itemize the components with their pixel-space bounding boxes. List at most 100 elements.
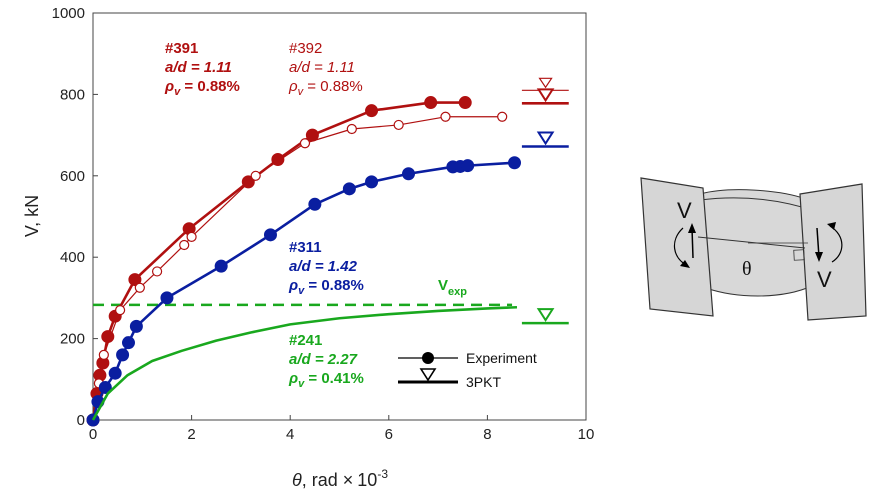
y-axis-label: V, kN [22, 195, 42, 237]
x-axis-label-exp: -3 [377, 467, 388, 481]
data-point-391 [365, 104, 379, 118]
annotation-311-rho-val: = 0.88% [304, 277, 364, 294]
annotation-391-ad: a/d = 1.11 [165, 59, 232, 76]
diagram-left-moment-arrowhead [680, 260, 690, 268]
data-point-311 [402, 167, 416, 181]
annotation-392-rho: ρv = 0.88% [288, 78, 363, 98]
annotation-241-label: #241 [289, 332, 322, 349]
data-point-311 [121, 336, 135, 350]
annotation-241-rho-sub: v [298, 378, 305, 390]
diagram-left-shear-arrowhead [688, 223, 696, 233]
annotation-311-ad: a/d = 1.42 [289, 258, 358, 275]
annotation-311: #311 a/d = 1.42 ρv = 0.88% [288, 239, 364, 297]
legend-3pkt-marker [419, 368, 437, 382]
diagram-right-block [799, 183, 867, 321]
x-axis-label-var: θ [292, 470, 302, 490]
diagram-right-shear-arrowhead [815, 252, 823, 262]
data-point-392 [115, 305, 126, 316]
data-point-391 [458, 96, 472, 110]
pkt-triangle-391 [536, 88, 555, 103]
series-layer [86, 96, 522, 427]
annotation-241-rho: ρv = 0.41% [288, 370, 364, 390]
diagram-right-v-label: V [817, 267, 832, 292]
data-point-391 [128, 273, 142, 287]
legend: Experiment 3PKT [398, 350, 537, 390]
annotation-392: #392 a/d = 1.11 ρv = 0.88% [288, 40, 363, 98]
axis-ticks: 0 2 4 6 8 10 0 200 400 600 800 1000 [52, 5, 595, 443]
plot-frame [92, 12, 587, 421]
diagram-left-v-label: V [677, 198, 692, 223]
legend-3pkt-label: 3PKT [466, 374, 501, 390]
x-tick-label: 6 [385, 426, 393, 443]
legend-experiment-marker [422, 352, 434, 364]
data-point-392 [440, 111, 451, 122]
diagram-right-moment-arrowhead [827, 222, 836, 230]
series-line-392 [92, 116, 503, 421]
annotation-392-label: #392 [289, 40, 322, 57]
annotation-241-rho-sym: ρ [288, 370, 298, 387]
v-exp-label-sub: exp [448, 286, 467, 298]
pkt-triangle-241 [536, 308, 555, 322]
annotation-392-rho-sub: v [298, 86, 305, 98]
annotation-391-rho-sub: v [174, 86, 181, 98]
data-point-392 [393, 119, 404, 131]
annotation-391-rho: ρv = 0.88% [164, 78, 240, 98]
data-point-392 [186, 231, 197, 242]
data-point-311 [365, 175, 379, 189]
data-point-311 [263, 228, 277, 242]
v-exp-label: Vexp [438, 277, 467, 298]
data-point-311 [461, 159, 475, 173]
diagram-axis-line [697, 236, 806, 249]
data-point-392 [98, 349, 109, 360]
x-tick-label: 2 [187, 426, 195, 443]
data-point-391 [424, 96, 438, 110]
diagram-beam-body [699, 197, 819, 297]
data-point-311 [214, 259, 228, 273]
diagram-left-block [640, 177, 714, 317]
legend-experiment-label: Experiment [466, 350, 537, 366]
annotation-311-rho-sub: v [298, 285, 305, 297]
data-point-392 [134, 282, 145, 293]
data-point-311 [129, 319, 143, 333]
y-tick-label: 1000 [52, 5, 85, 22]
annotation-311-label: #311 [289, 239, 322, 256]
annotation-391: #391 a/d = 1.11 ρv = 0.88% [164, 40, 240, 98]
y-tick-label: 400 [60, 249, 85, 266]
x-axis-label: θ, rad × 10-3 [292, 467, 388, 490]
diagram-right-angle [793, 249, 805, 261]
x-tick-label: 0 [89, 426, 97, 443]
y-tick-label: 0 [77, 412, 85, 429]
y-tick-label: 800 [60, 86, 85, 103]
annotation-241-rho-val: = 0.41% [304, 370, 364, 387]
data-point-311 [308, 197, 322, 211]
x-tick-label: 10 [578, 426, 595, 443]
data-point-311 [108, 366, 122, 380]
annotation-311-rho: ρv = 0.88% [288, 277, 364, 297]
y-tick-label: 600 [60, 168, 85, 185]
v-exp-label-main: V [438, 277, 448, 294]
annotation-391-rho-sym: ρ [164, 78, 174, 95]
pkt-triangle-311 [536, 131, 555, 146]
pkt-triangle-392 [538, 77, 553, 89]
rotation-diagram: V V θ [640, 177, 867, 321]
data-point-311 [508, 156, 522, 170]
data-point-311 [160, 291, 174, 305]
x-axis-label-unit: , rad × [302, 470, 354, 490]
annotation-241-ad: a/d = 2.27 [289, 351, 358, 368]
annotation-241: #241 a/d = 2.27 ρv = 0.41% [288, 332, 364, 390]
series-line-241 [91, 305, 518, 421]
diagram-theta-label: θ [742, 258, 752, 280]
data-point-392 [346, 123, 357, 135]
data-point-311 [98, 380, 112, 394]
x-tick-label: 4 [286, 426, 294, 443]
x-axis-label-pow: 10 [357, 470, 377, 490]
annotation-391-label: #391 [165, 40, 198, 57]
data-point-392 [250, 170, 261, 181]
data-point-392 [299, 138, 311, 149]
data-point-392 [179, 239, 190, 251]
data-point-311 [342, 182, 356, 196]
annotation-392-rho-sym: ρ [288, 78, 298, 95]
annotation-311-rho-sym: ρ [288, 277, 298, 294]
x-tick-label: 8 [483, 426, 491, 443]
